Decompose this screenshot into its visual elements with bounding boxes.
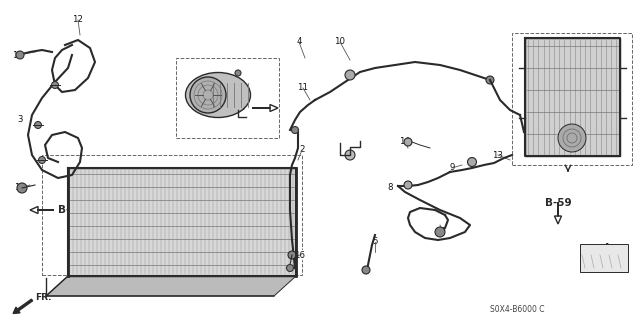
Circle shape: [51, 82, 58, 89]
Circle shape: [467, 157, 477, 166]
Text: 1: 1: [604, 244, 610, 252]
Circle shape: [287, 265, 294, 271]
Text: 10: 10: [335, 37, 346, 46]
FancyArrow shape: [13, 299, 33, 314]
Polygon shape: [46, 276, 296, 296]
Circle shape: [288, 251, 296, 259]
Circle shape: [404, 181, 412, 189]
Circle shape: [362, 266, 370, 274]
Circle shape: [190, 77, 226, 113]
Text: 14: 14: [399, 138, 410, 147]
Text: B-58: B-58: [58, 205, 84, 215]
Bar: [512, 33, 632, 165]
FancyArrow shape: [252, 105, 278, 111]
Text: 8: 8: [387, 183, 393, 193]
Polygon shape: [68, 168, 296, 276]
Text: 13: 13: [493, 150, 504, 159]
Text: 15: 15: [15, 183, 26, 193]
Text: 16: 16: [294, 251, 305, 260]
Bar: [525, 38, 620, 156]
Ellipse shape: [186, 73, 250, 117]
Bar: [176, 58, 279, 138]
Text: B-59: B-59: [545, 198, 572, 208]
Text: 7: 7: [440, 228, 445, 236]
Text: 12: 12: [72, 15, 83, 25]
Circle shape: [291, 126, 298, 133]
Text: 17: 17: [13, 51, 24, 60]
FancyArrow shape: [30, 206, 54, 213]
Circle shape: [17, 183, 27, 193]
Circle shape: [558, 124, 586, 152]
Text: 3: 3: [17, 116, 23, 124]
Text: S0X4-B6000 C: S0X4-B6000 C: [490, 306, 545, 315]
Text: 6: 6: [345, 150, 351, 159]
FancyArrow shape: [554, 202, 561, 224]
Circle shape: [435, 227, 445, 237]
Circle shape: [35, 122, 42, 129]
Circle shape: [16, 51, 24, 59]
Text: 11: 11: [298, 84, 308, 92]
Text: 9: 9: [449, 164, 454, 172]
Circle shape: [345, 70, 355, 80]
Text: FR.: FR.: [35, 293, 51, 302]
Bar: [580, 244, 628, 272]
Circle shape: [235, 70, 241, 76]
Text: 5: 5: [372, 237, 378, 246]
Circle shape: [345, 150, 355, 160]
Circle shape: [486, 76, 494, 84]
Circle shape: [38, 156, 45, 164]
Bar: [42, 155, 302, 275]
Circle shape: [404, 138, 412, 146]
Text: 2: 2: [300, 146, 305, 155]
Text: B-57: B-57: [221, 102, 248, 112]
Text: 4: 4: [296, 37, 301, 46]
